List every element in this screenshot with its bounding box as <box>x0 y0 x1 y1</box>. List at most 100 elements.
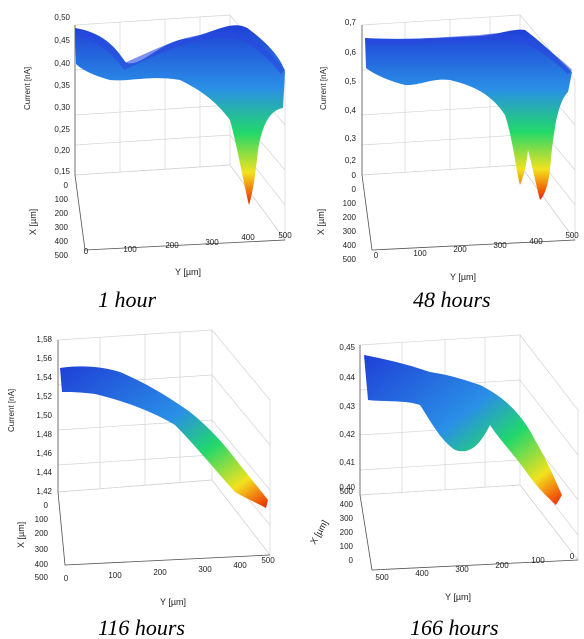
panel2-z-ticks-2: 0,5 <box>345 77 357 86</box>
panel2-xlabel: X [µm] <box>316 209 326 235</box>
panel3-z-ticks-4: 1,50 <box>36 411 52 420</box>
panel1-z-ticks-2: 0,40 <box>54 59 70 68</box>
panel2-y-ticks-0: 0 <box>374 251 379 260</box>
panel3-z-ticks-1: 1,56 <box>36 354 52 363</box>
panel4-z-ticks-1: 0,44 <box>339 373 355 382</box>
panel4-z-ticks-4: 0,41 <box>339 458 355 467</box>
panel2-x-ticks-2: 200 <box>343 213 357 222</box>
panel2-y-ticks-3: 300 <box>493 241 507 250</box>
panel3-y-ticks-4: 400 <box>233 561 247 570</box>
panel1-z-ticks-1: 0,45 <box>54 36 70 45</box>
panel4-y-ticks-3: 200 <box>495 561 509 570</box>
panel1-ylabel: Y [µm] <box>175 267 201 277</box>
panel3-x-ticks-2: 200 <box>35 529 49 538</box>
panel4-surface <box>364 355 562 505</box>
panel2-z-ticks-5: 0,2 <box>345 156 357 165</box>
panel3-x-ticks-1: 100 <box>35 515 49 524</box>
panel4-x-ticks-1: 400 <box>340 500 354 509</box>
panel1-xlabel: X [µm] <box>28 209 38 235</box>
panel2-x-ticks-5: 500 <box>343 255 357 264</box>
panel-166hours: 166 hours X [µm] Y [µm] 0,45 0,44 0,43 0,42… <box>308 334 579 639</box>
panel2-caption: 48 hours <box>413 287 491 312</box>
panel3-y-ticks-1: 100 <box>108 571 122 580</box>
panel3-z-ticks-3: 1,52 <box>36 392 52 401</box>
panel4-y-ticks-5: 0 <box>570 552 575 561</box>
panel-116hours: 116 hours Current [nA] X [µm] Y [µm] 1,5… <box>7 329 275 639</box>
panel1-y-ticks-5: 500 <box>278 231 292 240</box>
panel4-x-ticks-3: 200 <box>340 528 354 537</box>
panel1-z-ticks-0: 0,50 <box>54 13 70 22</box>
panel1-y-ticks-0: 0 <box>84 247 89 256</box>
panel1-x-ticks-3: 300 <box>55 223 69 232</box>
panel2-z-ticks-3: 0,4 <box>345 106 357 115</box>
panel2-z-ticks-0: 0,7 <box>345 18 357 27</box>
panel4-z-ticks-0: 0,45 <box>339 343 355 352</box>
panel4-ylabel: Y [µm] <box>445 592 471 602</box>
panel1-caption: 1 hour <box>98 287 157 312</box>
panel4-x-ticks-5: 0 <box>349 556 354 565</box>
panel1-y-ticks-3: 300 <box>205 238 219 247</box>
panel3-y-ticks-5: 500 <box>261 556 275 565</box>
panel3-z-ticks-0: 1,58 <box>36 335 52 344</box>
panel4-xlabel: X [µm] <box>308 518 330 546</box>
panel4-y-ticks-2: 300 <box>455 565 469 574</box>
panel1-x-ticks-2: 200 <box>55 209 69 218</box>
panel2-x-ticks-3: 300 <box>343 227 357 236</box>
panel2-x-ticks-0: 0 <box>352 185 357 194</box>
panel1-y-ticks-4: 400 <box>241 233 255 242</box>
panel3-x-ticks-3: 300 <box>35 545 49 554</box>
panel2-z-ticks-4: 0,3 <box>345 134 357 143</box>
panel2-x-ticks-1: 100 <box>343 199 357 208</box>
panel3-xlabel: X [µm] <box>16 522 26 548</box>
panel4-y-ticks-1: 400 <box>415 569 429 578</box>
panel4-y-ticks-4: 100 <box>531 556 545 565</box>
panel2-y-ticks-1: 100 <box>413 249 427 258</box>
panel2-z-ticks-6: 0 <box>352 171 357 180</box>
panel3-frame <box>57 329 271 566</box>
panel-48hours: 48 hours Current [nA] X [µm] Y [µm] 0,7 0… <box>316 14 579 312</box>
panel1-z-ticks-5: 0,25 <box>54 125 70 134</box>
panel1-z-ticks-6: 0,20 <box>54 146 70 155</box>
panel4-caption: 166 hours <box>410 615 499 639</box>
panel1-y-ticks-2: 200 <box>165 241 179 250</box>
panel3-z-ticks-2: 1,54 <box>36 373 52 382</box>
panel3-y-ticks-3: 300 <box>198 565 212 574</box>
panel3-y-ticks-0: 0 <box>64 574 69 583</box>
panel-1hour: 1 hour Current [nA] X [µm] Y [µm] 0,50 0,… <box>23 13 292 312</box>
panel3-caption: 116 hours <box>98 615 185 639</box>
panel3-z-ticks-6: 1,46 <box>36 449 52 458</box>
panel3-surface <box>60 366 268 508</box>
panel2-zlabel: Current [nA] <box>319 67 328 110</box>
panel1-y-ticks-1: 100 <box>123 245 137 254</box>
panel4-z-ticks-2: 0,43 <box>339 402 355 411</box>
panel3-z-ticks-5: 1,48 <box>36 430 52 439</box>
panel2-y-ticks-4: 400 <box>529 237 543 246</box>
panel1-x-ticks-0: 0 <box>64 181 69 190</box>
panel3-y-ticks-2: 200 <box>153 568 167 577</box>
panel4-y-ticks-0: 500 <box>375 573 389 582</box>
panel3-z-ticks-8: 1,42 <box>36 487 52 496</box>
panel2-z-ticks-1: 0,6 <box>345 48 357 57</box>
panel4-x-ticks-4: 100 <box>340 542 354 551</box>
panel1-zlabel: Current [nA] <box>23 67 32 110</box>
panel4-z-ticks-3: 0,42 <box>339 430 355 439</box>
panel2-y-ticks-2: 200 <box>453 245 467 254</box>
panel1-x-ticks-1: 100 <box>55 195 69 204</box>
panel1-surface <box>75 25 286 205</box>
panel1-x-ticks-4: 400 <box>55 237 69 246</box>
panel4-x-ticks-2: 300 <box>340 514 354 523</box>
panel3-x-ticks-0: 0 <box>44 501 49 510</box>
panel3-x-ticks-5: 500 <box>35 573 49 582</box>
panel2-y-ticks-5: 500 <box>565 231 579 240</box>
panel3-zlabel: Current [nA] <box>7 389 16 432</box>
panel2-surface <box>365 29 573 200</box>
panel1-z-ticks-3: 0,35 <box>54 81 70 90</box>
panel2-x-ticks-4: 400 <box>343 241 357 250</box>
panel1-z-ticks-4: 0,30 <box>54 103 70 112</box>
panel4-x-ticks-0: 500 <box>340 487 354 496</box>
panel3-ylabel: Y [µm] <box>160 597 186 607</box>
panel3-x-ticks-4: 400 <box>35 560 49 569</box>
panel4-z-ticks-5: 0,40 <box>339 483 355 492</box>
panel2-ylabel: Y [µm] <box>450 272 476 282</box>
